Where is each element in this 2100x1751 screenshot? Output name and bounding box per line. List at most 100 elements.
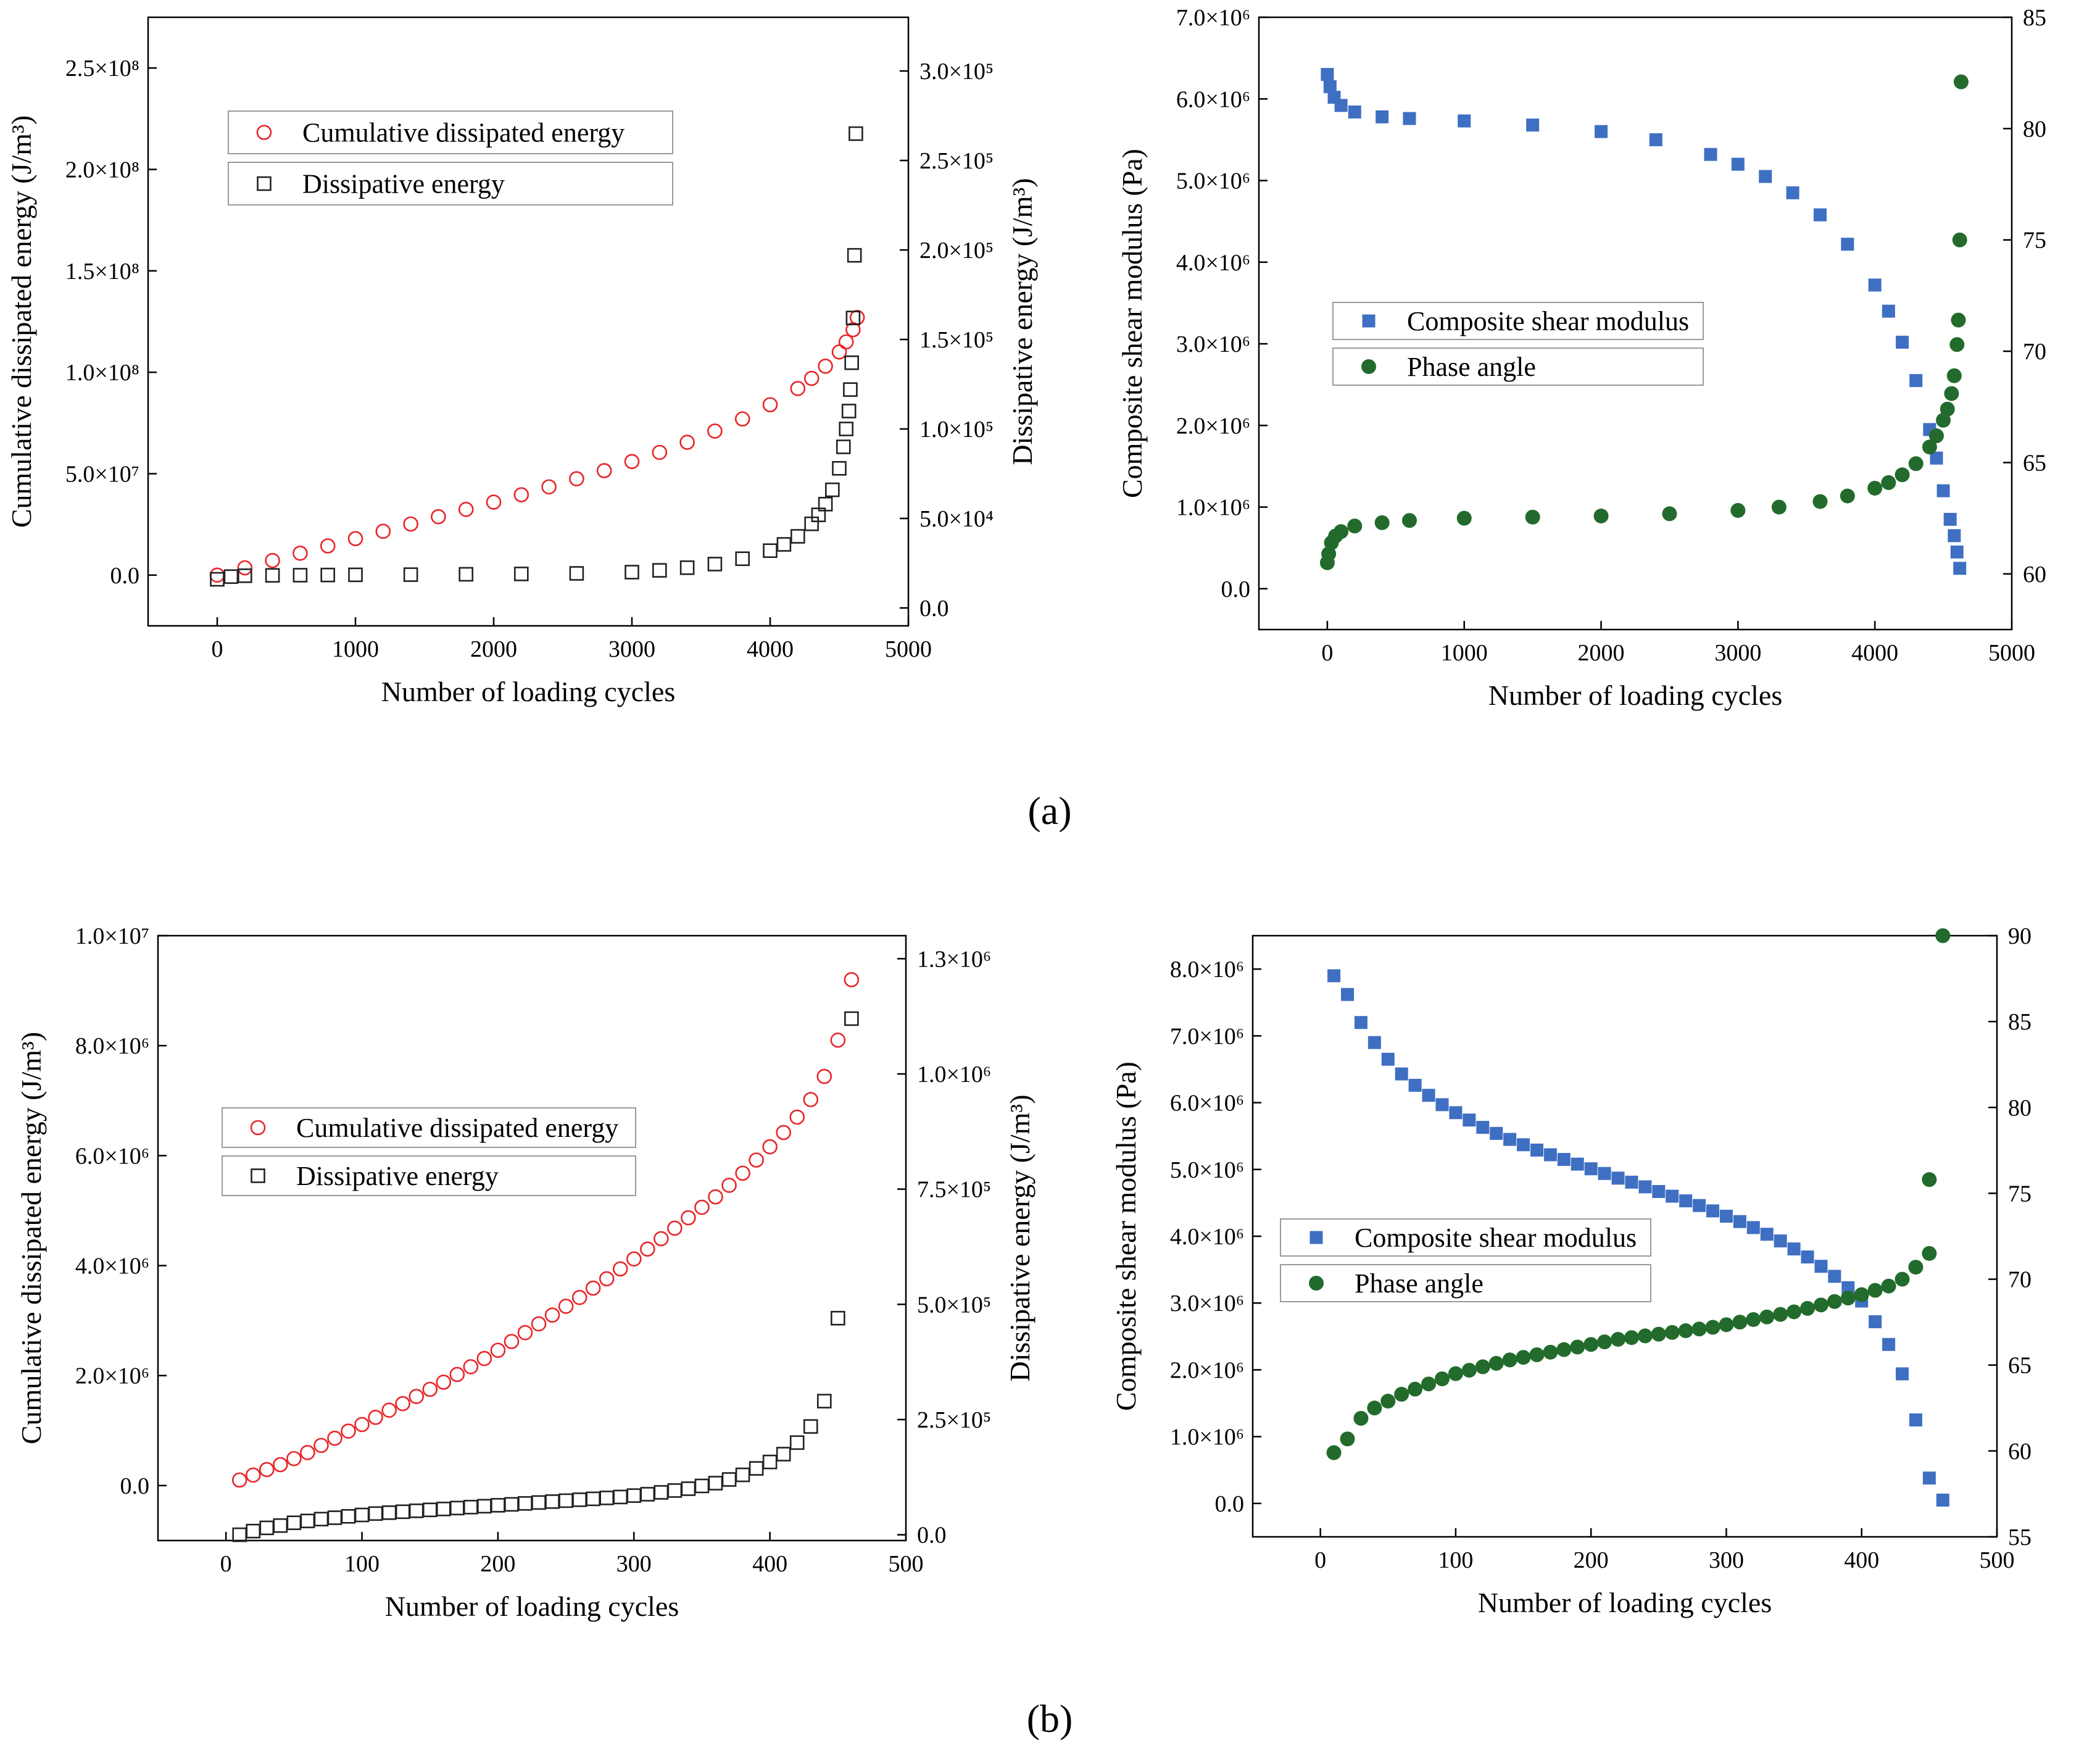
data-point [1463, 1113, 1476, 1127]
legend-label: Cumulative dissipated energy [302, 118, 625, 148]
x-tick-label: 3000 [1714, 640, 1761, 666]
y-tick-label: 2.0×10⁸ [65, 157, 139, 183]
y-tick-label: 2.0×10⁶ [1176, 413, 1250, 439]
chart-b-right: 0 100 200 300 400 500 0.0 1.0×10⁶ 2.0×10⁶ 3.0×10⁶… [1110, 923, 2100, 1618]
data-point [1786, 186, 1799, 199]
y-tick-label: 3.0×10⁶ [1176, 331, 1250, 357]
y2-tick-label: 7.5×10⁵ [917, 1177, 991, 1203]
data-point [1909, 1413, 1922, 1427]
legend-box [1332, 347, 1704, 386]
y-tick-label: 8.0×10⁶ [1170, 957, 1244, 983]
data-point [1347, 518, 1363, 534]
data-point [1930, 451, 1943, 465]
data-point [789, 1109, 805, 1125]
data-point [293, 568, 308, 583]
data-point [708, 1189, 723, 1205]
data-point [313, 1512, 329, 1527]
y2-tick-label: 65 [2023, 450, 2046, 476]
legend-label: Phase angle [1355, 1268, 1484, 1299]
data-point [265, 568, 280, 583]
plot-frame [147, 16, 910, 627]
data-point [1557, 1153, 1571, 1167]
data-point [734, 411, 750, 427]
x-tick-label: 0 [1321, 640, 1333, 666]
data-point [667, 1220, 683, 1236]
data-point [1584, 1162, 1598, 1176]
data-point [341, 1509, 356, 1524]
y-tick-label: 5.0×10⁶ [1176, 168, 1250, 194]
data-point [572, 1492, 587, 1507]
data-point [708, 1476, 723, 1491]
data-point [1952, 232, 1967, 247]
data-point [843, 382, 858, 397]
data-point [422, 1502, 438, 1518]
data-point [1787, 1242, 1801, 1256]
y2-tick-label: 1.0×10⁵ [919, 417, 994, 443]
data-point [293, 546, 308, 561]
data-point [776, 1125, 791, 1141]
data-point [1840, 488, 1855, 504]
data-point [531, 1495, 546, 1510]
data-point [586, 1491, 600, 1507]
x-tick-label: 200 [480, 1551, 515, 1577]
x-tick-label: 0 [1314, 1547, 1326, 1573]
data-point [320, 538, 336, 554]
data-point [449, 1500, 465, 1516]
data-point [1571, 1157, 1584, 1171]
y2-tick-label: 60 [2008, 1439, 2032, 1465]
data-point [368, 1410, 383, 1425]
data-point [422, 1381, 438, 1397]
y-tick-label: 0.0 [1215, 1491, 1245, 1517]
y-tick-label: 7.0×10⁶ [1170, 1023, 1244, 1049]
data-point [1746, 1221, 1760, 1234]
data-point [844, 971, 860, 988]
y-tick-label: 1.0×10⁸ [65, 360, 139, 386]
data-point [1881, 1278, 1896, 1294]
y-axis-title: Cumulative dissipated energy (J/m³) [6, 115, 37, 528]
data-point [1759, 1309, 1775, 1325]
data-point [1895, 467, 1910, 483]
data-point [348, 567, 363, 583]
data-point [789, 1435, 805, 1450]
data-point [1922, 1471, 1936, 1485]
y-tick-label: 0.0 [120, 1473, 150, 1499]
data-point [300, 1513, 315, 1529]
data-point [1354, 1016, 1367, 1029]
y-tick-label: 1.0×10⁶ [1170, 1425, 1244, 1450]
data-point [1946, 368, 1962, 383]
data-point [1556, 1342, 1572, 1357]
data-point [599, 1491, 615, 1505]
chart-b-left: 0 100 200 300 400 5000.02.0×10⁶4.0×10⁶6.0×10⁶… [15, 923, 1035, 1622]
data-point [259, 1520, 275, 1536]
data-point [839, 422, 853, 436]
data-point [1637, 1328, 1653, 1344]
legend-box [228, 110, 673, 154]
legend-box [1332, 302, 1704, 340]
data-point [1732, 1315, 1748, 1330]
data-point [1936, 412, 1951, 428]
data-point [1730, 503, 1746, 518]
data-point [1517, 1138, 1530, 1152]
data-point [836, 439, 851, 454]
data-point [825, 482, 840, 497]
data-point [1434, 1371, 1450, 1386]
legend-marker [1361, 359, 1376, 374]
data-point [1691, 1321, 1707, 1337]
legend-marker [251, 1168, 265, 1183]
data-point [232, 1527, 247, 1542]
x-tick-label: 1000 [332, 636, 379, 662]
data-point [1503, 1133, 1517, 1146]
legend-marker [1309, 1276, 1324, 1291]
data-point [476, 1350, 492, 1366]
data-point [1449, 1106, 1463, 1120]
data-point [1881, 475, 1896, 490]
legend-label: Dissipative energy [296, 1161, 499, 1191]
data-point [847, 247, 862, 263]
y-axis-title: Cumulative dissipated energy (J/m³) [15, 1032, 47, 1444]
data-point [830, 1032, 846, 1048]
data-point [762, 397, 778, 413]
data-point [1909, 374, 1923, 388]
data-point [1929, 428, 1944, 444]
legend-label: Composite shear modulus [1355, 1223, 1637, 1253]
data-point [1652, 1184, 1666, 1198]
